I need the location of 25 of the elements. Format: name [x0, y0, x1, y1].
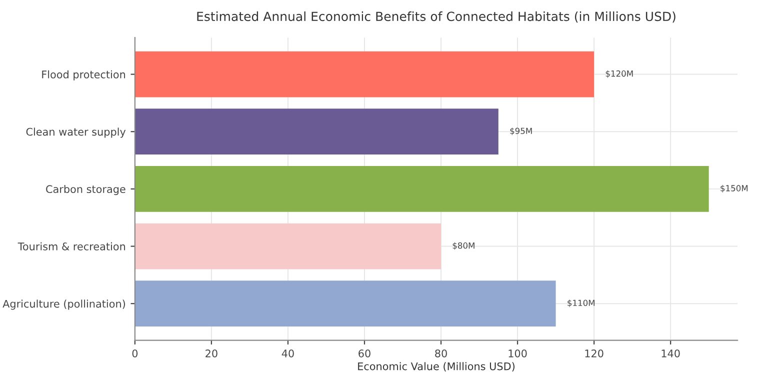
bar — [134, 108, 498, 155]
x-tick-label: 60 — [358, 349, 370, 358]
y-tick-label: Tourism & recreation — [18, 242, 126, 250]
bar — [134, 223, 442, 270]
x-tick-label: 140 — [662, 349, 680, 358]
x-axis-title: Economic Value (Millions USD) — [358, 362, 514, 372]
bar — [134, 280, 556, 327]
y-tick-label: Clean water supply — [26, 128, 126, 138]
y-tick-label: Flood protection — [42, 70, 126, 80]
data-label: $120M — [606, 70, 633, 78]
bar — [134, 51, 594, 98]
data-label: $95M — [510, 128, 532, 136]
x-tick-label: 120 — [585, 349, 604, 358]
y-tick-label: Carbon storage — [46, 184, 126, 196]
data-label: $110M — [568, 300, 594, 308]
chart-title: Estimated Annual Economic Benefits of Connected Habitats (in Millions USD) — [197, 11, 676, 23]
y-tick-label: Agriculture (pollination) — [2, 300, 125, 310]
data-label: $80M — [452, 242, 474, 250]
data-label: $150M — [720, 184, 748, 192]
x-tick-label: 40 — [282, 349, 294, 358]
bar — [134, 166, 709, 212]
x-tick-label: 20 — [206, 349, 218, 358]
x-tick-label: 80 — [435, 349, 447, 358]
x-tick-label: 100 — [508, 349, 527, 358]
x-tick-label: 0 — [132, 349, 138, 358]
